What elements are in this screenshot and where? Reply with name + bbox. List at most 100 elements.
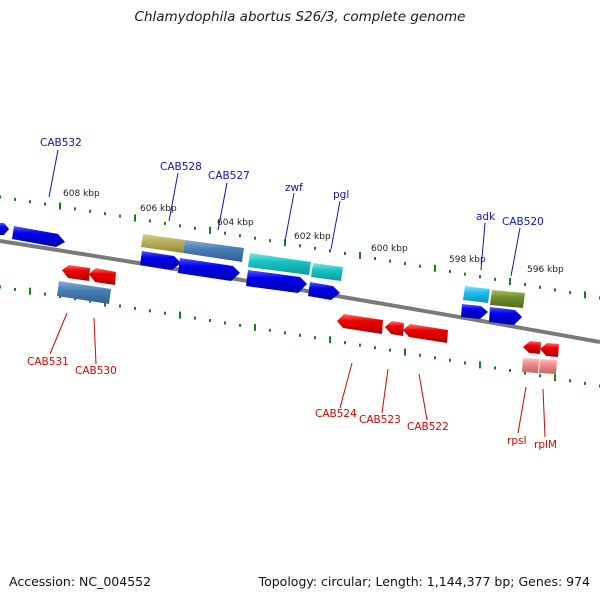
minor-tick: [419, 264, 421, 268]
minor-tick: [344, 341, 346, 345]
map-title: Chlamydophila abortus S26/3, complete ge…: [134, 9, 466, 25]
major-tick: [434, 264, 436, 272]
gene-label-cab532: CAB532: [40, 137, 82, 149]
gene-label-adk: adk: [476, 211, 496, 223]
major-tick: [29, 287, 31, 295]
gene-arrow[interactable]: [403, 324, 448, 343]
gene-arrow[interactable]: [12, 226, 65, 247]
gene-box-steel[interactable]: [57, 281, 111, 304]
major-tick: [179, 311, 181, 319]
gene-arrow[interactable]: [385, 321, 404, 336]
gene-label-zwf: zwf: [285, 182, 303, 194]
gene-labels: CAB532 CAB528 CAB527 zwf pgl adk CAB520 …: [27, 137, 557, 451]
gene-arrow[interactable]: [308, 282, 340, 300]
forward-genes: [0, 223, 525, 325]
gene-label-cab520: CAB520: [502, 216, 544, 228]
minor-tick: [254, 236, 256, 240]
major-tick: [554, 374, 556, 382]
minor-tick: [494, 366, 496, 370]
minor-tick: [194, 316, 196, 320]
minor-tick: [194, 226, 196, 230]
minor-tick: [299, 333, 301, 337]
gene-box-khaki[interactable]: [141, 234, 185, 253]
minor-tick: [404, 262, 406, 266]
gene-arrow[interactable]: [489, 307, 522, 325]
gene-box-sky[interactable]: [463, 286, 490, 303]
gene-arrow[interactable]: [246, 270, 307, 293]
position-label-608: 608 kbp: [63, 189, 100, 199]
minor-tick: [524, 371, 526, 375]
minor-tick: [239, 323, 241, 327]
minor-tick: [479, 275, 481, 279]
gene-label-rplm: rplM: [534, 439, 557, 451]
minor-tick: [539, 285, 541, 289]
position-label-600: 600 kbp: [371, 244, 408, 254]
gene-arrow[interactable]: [461, 304, 488, 319]
minor-tick: [359, 343, 361, 347]
minor-tick: [104, 212, 106, 216]
major-tick: [479, 361, 481, 369]
gene-box-cyan[interactable]: [311, 263, 343, 281]
gene-arrow[interactable]: [178, 258, 240, 281]
major-tick: [254, 323, 256, 331]
major-tick: [59, 202, 61, 210]
gene-box-cyan[interactable]: [248, 253, 311, 275]
major-tick: [359, 251, 361, 259]
gene-box-olive[interactable]: [490, 290, 525, 308]
gene-label-pgl: pgl: [333, 189, 349, 201]
gene-box-steel[interactable]: [183, 240, 244, 262]
minor-tick: [134, 306, 136, 310]
gene-arrow[interactable]: [62, 265, 90, 281]
minor-tick: [89, 209, 91, 213]
gene-arrow[interactable]: [337, 314, 383, 334]
minor-tick: [374, 346, 376, 350]
major-tick: [284, 239, 286, 247]
minor-tick: [389, 348, 391, 352]
minor-tick: [269, 239, 271, 243]
minor-tick: [0, 195, 1, 199]
label-leader-lines: [48, 149, 546, 438]
minor-tick: [74, 297, 76, 301]
minor-tick: [44, 202, 46, 206]
gene-box-pink[interactable]: [539, 359, 557, 374]
major-tick: [134, 214, 136, 222]
minor-tick: [299, 244, 301, 248]
minor-tick: [224, 321, 226, 325]
minor-tick: [119, 214, 121, 218]
minor-tick: [314, 246, 316, 250]
minor-tick: [434, 356, 436, 360]
minor-tick: [149, 309, 151, 313]
gene-box-pink[interactable]: [522, 358, 539, 373]
minor-tick: [0, 285, 1, 289]
major-tick: [584, 291, 586, 299]
minor-tick: [179, 224, 181, 228]
minor-tick: [14, 197, 16, 201]
minor-tick: [389, 259, 391, 263]
position-label-596: 596 kbp: [527, 265, 564, 275]
minor-tick: [344, 251, 346, 255]
scale-ticks-top: [0, 195, 600, 300]
position-label-602: 602 kbp: [294, 232, 331, 242]
minor-tick: [569, 379, 571, 383]
major-tick: [404, 348, 406, 356]
minor-tick: [329, 249, 331, 253]
minor-tick: [539, 374, 541, 378]
gene-arrow[interactable]: [140, 251, 181, 270]
gene-arrow[interactable]: [540, 343, 559, 357]
minor-tick: [524, 283, 526, 287]
position-label-604: 604 kbp: [217, 218, 254, 228]
minor-tick: [29, 200, 31, 204]
gene-arrow[interactable]: [0, 223, 9, 235]
minor-tick: [494, 277, 496, 281]
position-labels: 608 kbp 606 kbp 604 kbp 602 kbp 600 kbp …: [63, 189, 564, 275]
gene-label-cab522: CAB522: [407, 421, 449, 433]
minor-tick: [164, 221, 166, 225]
minor-tick: [449, 358, 451, 362]
minor-tick: [554, 288, 556, 292]
gene-arrow[interactable]: [89, 268, 116, 285]
gene-arrow[interactable]: [523, 341, 541, 354]
minor-tick: [269, 328, 271, 332]
minor-tick: [569, 291, 571, 295]
position-label-598: 598 kbp: [449, 255, 486, 265]
